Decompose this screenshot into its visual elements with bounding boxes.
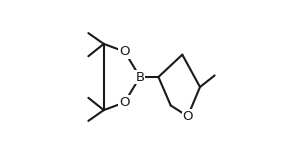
- Text: O: O: [119, 96, 130, 109]
- Text: B: B: [135, 71, 145, 83]
- Text: O: O: [119, 45, 130, 58]
- Text: O: O: [182, 110, 193, 123]
